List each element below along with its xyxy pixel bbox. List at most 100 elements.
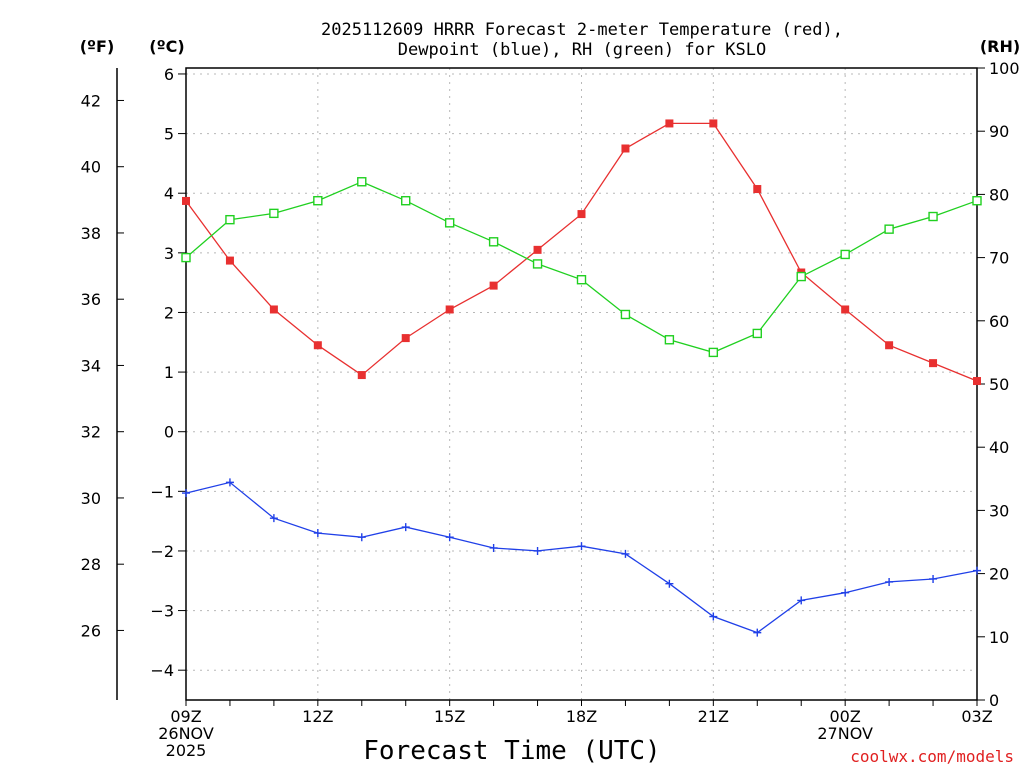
rh-unit-label: (RH)	[980, 37, 1020, 56]
rh-tick-label: 40	[989, 438, 1009, 457]
temperature-point	[489, 281, 498, 290]
dewpoint-point	[885, 577, 894, 586]
temperature-point	[313, 341, 322, 350]
temperature-point	[401, 334, 410, 343]
rh-point	[884, 224, 894, 234]
rh-point	[532, 259, 543, 269]
dewpoint-point	[445, 533, 454, 542]
dewpoint-point	[929, 574, 938, 583]
celsius-tick-label: −4	[150, 661, 174, 680]
rh-tick-label: 30	[989, 501, 1009, 520]
x-tick-label: 18Z	[566, 707, 597, 726]
x-tick-label: 15Z	[434, 707, 465, 726]
rh-point	[708, 347, 719, 358]
celsius-tick-label: 2	[164, 303, 174, 322]
celsius-tick-label: 4	[164, 184, 174, 203]
dewpoint-point	[182, 489, 190, 498]
rh-point	[664, 335, 675, 345]
rh-point	[752, 328, 762, 339]
x-tick-label: 27NOV	[817, 724, 873, 743]
rh-tick-label: 100	[989, 59, 1020, 78]
celsius-tick-label: −3	[150, 602, 174, 621]
temperature-point	[841, 305, 850, 314]
chart-title-line1: 2025112609 HRRR Forecast 2-meter Tempera…	[321, 20, 843, 40]
rh-point	[181, 252, 191, 263]
x-axis-title: Forecast Time (UTC)	[363, 736, 660, 766]
dewpoint-point	[797, 596, 806, 605]
rh-point	[313, 196, 323, 206]
rh-tick-label: 20	[989, 565, 1009, 584]
celsius-tick-label: −1	[150, 482, 174, 501]
rh-tick-label: 0	[989, 691, 999, 710]
temperature-point	[665, 119, 674, 128]
x-tick-label: 09Z	[170, 707, 201, 726]
rh-point	[225, 214, 235, 225]
dewpoint-point	[621, 549, 630, 558]
temperature-point	[357, 371, 366, 380]
celsius-tick-label: 0	[164, 423, 174, 442]
fahrenheit-tick-label: 28	[81, 555, 101, 574]
celsius-tick-label: 5	[164, 125, 174, 144]
celsius-tick-label: 1	[164, 363, 174, 382]
credit-link[interactable]: coolwx.com/models	[850, 747, 1014, 766]
celsius-tick-label: 3	[164, 244, 174, 263]
rh-point	[444, 218, 455, 228]
fahrenheit-tick-label: 38	[81, 224, 101, 243]
temperature-point	[182, 196, 190, 205]
dewpoint-point	[709, 612, 718, 621]
rh-tick-label: 80	[989, 185, 1009, 204]
fahrenheit-tick-label: 36	[81, 290, 101, 309]
dewpoint-point	[225, 478, 234, 487]
rh-tick-label: 60	[989, 312, 1009, 331]
rh-tick-label: 50	[989, 375, 1009, 394]
fahrenheit-unit-label: (ºF)	[80, 37, 115, 56]
rh-point	[972, 196, 982, 206]
dewpoint-point	[577, 542, 586, 551]
rh-point	[269, 208, 279, 219]
chart-title-line2: Dewpoint (blue), RH (green) for KSLO	[398, 40, 766, 60]
dewpoint-point	[269, 514, 278, 523]
fahrenheit-tick-label: 42	[81, 91, 101, 110]
rh-point	[840, 249, 850, 260]
temperature-point	[225, 256, 234, 265]
dewpoint-point	[313, 529, 322, 538]
dewpoint-point	[665, 579, 674, 588]
x-tick-label: 26NOV	[158, 724, 214, 743]
rh-point	[401, 196, 411, 206]
dewpoint-point	[489, 543, 498, 552]
temperature-point	[533, 245, 542, 254]
x-tick-label: 00Z	[830, 707, 861, 726]
tick-labels: −4−3−2−101234562628303234363840420102030…	[81, 59, 1020, 760]
celsius-tick-label: 6	[164, 65, 174, 84]
x-tick-label: 21Z	[698, 707, 729, 726]
rh-point	[928, 211, 938, 222]
rh-tick-label: 90	[989, 122, 1009, 141]
rh-point	[576, 275, 587, 285]
fahrenheit-tick-label: 34	[81, 356, 101, 375]
rh-line	[185, 181, 978, 354]
dewpoint-point	[401, 523, 410, 532]
dewpoint-point	[973, 566, 981, 575]
fahrenheit-tick-label: 26	[81, 621, 101, 640]
rh-point	[488, 237, 499, 247]
grid-lines	[186, 68, 977, 700]
celsius-tick-label: −2	[150, 542, 174, 561]
temperature-point	[621, 144, 630, 153]
x-tick-label: 2025	[166, 741, 207, 760]
fahrenheit-tick-label: 32	[81, 423, 101, 442]
rh-point	[357, 177, 367, 187]
dewpoint-point	[841, 588, 850, 597]
temperature-point	[269, 305, 278, 314]
temperature-point	[885, 341, 894, 350]
temperature-point	[709, 119, 718, 128]
x-tick-label: 03Z	[961, 707, 992, 726]
dewpoint-point	[753, 628, 762, 637]
rh-point	[620, 309, 631, 320]
fahrenheit-tick-label: 40	[81, 158, 101, 177]
temperature-point	[973, 377, 981, 386]
data-series	[181, 119, 982, 637]
x-tick-label: 12Z	[302, 707, 333, 726]
temperature-point	[929, 359, 938, 368]
fahrenheit-tick-label: 30	[81, 489, 101, 508]
